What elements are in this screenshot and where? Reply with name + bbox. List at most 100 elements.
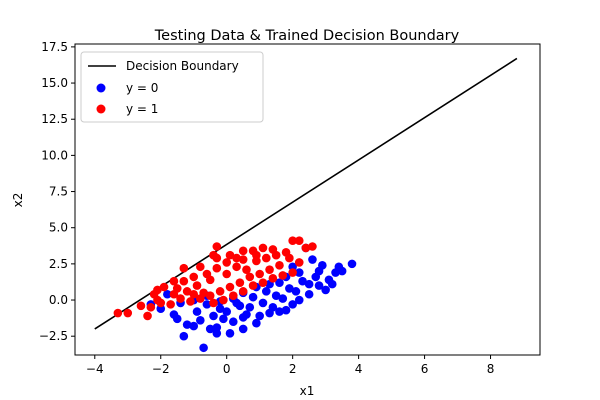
point-s1-62 [219,295,228,305]
point-s1-68 [232,253,241,263]
point-s0-51 [212,323,222,332]
y-tick-label: 5.0 [49,221,68,235]
point-s0-32 [163,289,172,299]
point-s1-17 [225,250,235,260]
y-tick-label: −2.5 [39,329,68,343]
point-s1-69 [252,250,261,260]
y-axis-label: x2 [11,193,25,208]
point-s0-60 [314,266,324,276]
point-s1-35 [205,291,215,300]
point-s0-7 [252,318,261,328]
point-s0-47 [242,310,251,319]
chart-title: Testing Data & Trained Decision Boundary [154,28,460,44]
point-s1-56 [278,271,288,280]
point-s0-21 [275,278,284,287]
point-s0-0 [179,331,189,341]
point-s0-45 [288,300,297,309]
point-s1-37 [186,297,195,306]
point-s1-28 [275,261,284,270]
legend-label-y1: y = 1 [126,102,158,116]
legend-box [80,51,264,123]
point-s1-59 [248,281,258,290]
point-s1-10 [179,263,189,273]
point-s0-3 [189,321,199,331]
point-s0-57 [304,279,314,289]
point-s0-58 [327,279,337,289]
point-s0-10 [294,295,304,305]
point-s0-11 [304,289,314,299]
y-tick-label: 12.5 [41,112,68,126]
point-s0-36 [215,304,225,314]
point-s0-12 [314,281,324,290]
y-tick-label: 10.0 [41,148,68,162]
point-s0-69 [275,307,284,316]
point-s1-9 [179,276,189,286]
point-s1-46 [212,263,222,273]
point-s1-52 [271,250,281,260]
point-s1-47 [222,269,232,279]
point-s0-25 [222,307,232,316]
point-s0-54 [255,311,264,321]
point-s1-43 [182,287,192,296]
point-s1-51 [261,253,271,263]
point-s0-26 [209,311,218,321]
point-s1-63 [209,298,218,308]
x-tick-label: 4 [355,362,363,376]
point-s1-0 [113,308,123,318]
point-s1-21 [258,243,268,253]
y-tick-label: 15.0 [41,76,68,90]
x-tick-label: 8 [487,362,495,376]
point-s1-64 [199,288,208,298]
y-tick-label: 7.5 [49,185,68,199]
point-s0-18 [308,255,317,264]
x-tick-label: 6 [421,362,429,376]
point-s1-27 [308,242,317,251]
point-s1-57 [268,274,278,283]
legend-label-decision-boundary: Decision Boundary [126,59,239,73]
point-s0-59 [334,262,344,272]
point-s1-30 [255,269,264,279]
point-s1-4 [143,311,152,321]
x-axis: −4 −2 0 2 4 6 8 [86,355,494,376]
point-s0-56 [291,287,301,296]
point-s0-22 [261,287,271,296]
point-s0-39 [258,298,268,308]
point-s0-53 [238,324,248,334]
point-s0-61 [294,268,304,277]
x-tick-label: −2 [152,362,170,376]
point-s1-48 [232,262,241,272]
x-tick-label: 0 [223,362,231,376]
point-s1-12 [196,262,205,272]
point-s1-41 [149,289,159,299]
point-s0-35 [202,300,212,309]
point-s1-3 [146,302,156,312]
point-s1-60 [238,287,248,296]
point-s1-58 [258,278,268,287]
point-s1-49 [242,265,251,274]
point-s0-9 [281,305,291,315]
point-s0-40 [271,291,281,300]
point-s0-41 [285,284,294,293]
point-s0-55 [278,294,288,303]
legend-swatch-y0 [96,83,106,93]
point-s0-5 [205,324,215,334]
point-s0-52 [225,329,235,338]
x-axis-label: x1 [300,384,315,398]
point-s0-44 [321,285,330,295]
point-s1-25 [294,236,304,246]
point-s1-39 [166,300,175,309]
point-s1-34 [215,287,225,296]
point-s0-1 [199,343,208,353]
point-s1-55 [288,268,297,277]
point-s1-67 [209,250,218,260]
point-s1-53 [285,253,294,263]
point-s1-16 [222,258,232,267]
point-s1-33 [225,282,235,292]
point-s0-46 [268,302,278,312]
point-s1-26 [301,243,311,253]
point-s0-48 [219,314,228,324]
point-s1-40 [156,298,166,308]
point-s1-66 [169,276,179,286]
point-s1-18 [238,255,248,264]
